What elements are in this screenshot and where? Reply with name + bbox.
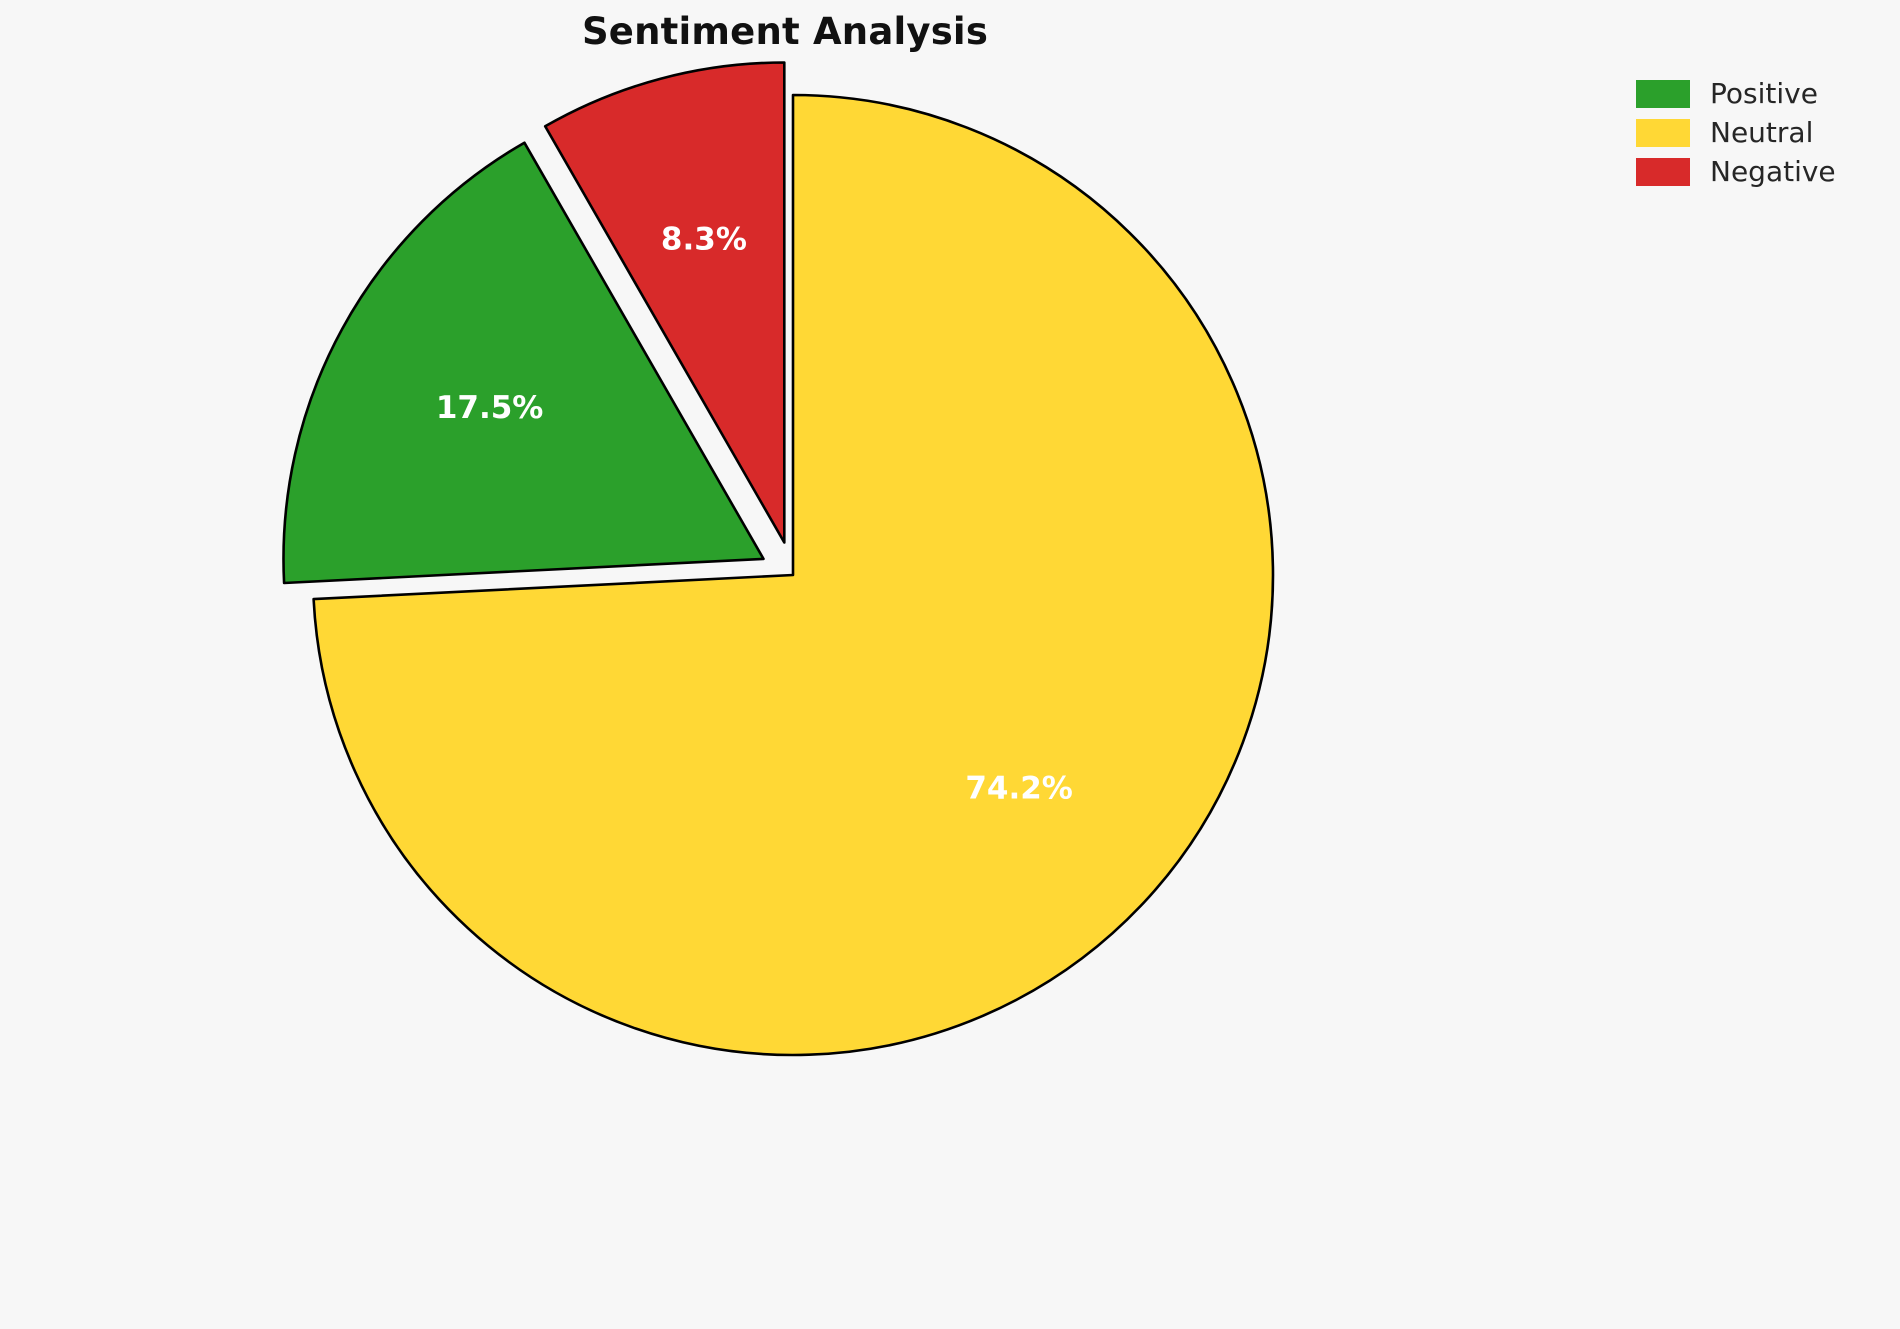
legend-item-positive[interactable]: Positive: [1636, 74, 1886, 113]
chart-legend: Positive Neutral Negative: [1636, 74, 1886, 191]
pie-slice-label-neutral: 74.2%: [965, 771, 1073, 807]
pie-svg: 74.2% 17.5% 8.3%: [282, 61, 1275, 1057]
legend-item-neutral[interactable]: Neutral: [1636, 113, 1886, 152]
pie-slice-negative[interactable]: [543, 61, 786, 544]
legend-item-negative[interactable]: Negative: [1636, 152, 1886, 191]
legend-swatch-negative: [1636, 157, 1690, 186]
chart-title: Sentiment Analysis: [581, 10, 989, 53]
pie-slice-neutral[interactable]: [312, 93, 1275, 1057]
legend-label-negative: Negative: [1710, 155, 1836, 188]
legend-swatch-neutral: [1636, 118, 1690, 147]
pie-slice-label-negative: 8.3%: [661, 222, 747, 258]
legend-label-positive: Positive: [1710, 77, 1818, 110]
pie-plot-area: 74.2% 17.5% 8.3%: [282, 61, 1275, 1057]
legend-swatch-positive: [1636, 79, 1690, 108]
legend-label-neutral: Neutral: [1710, 116, 1814, 149]
pie-slice-label-positive: 17.5%: [436, 390, 544, 426]
pie-slice-positive[interactable]: [282, 141, 765, 585]
